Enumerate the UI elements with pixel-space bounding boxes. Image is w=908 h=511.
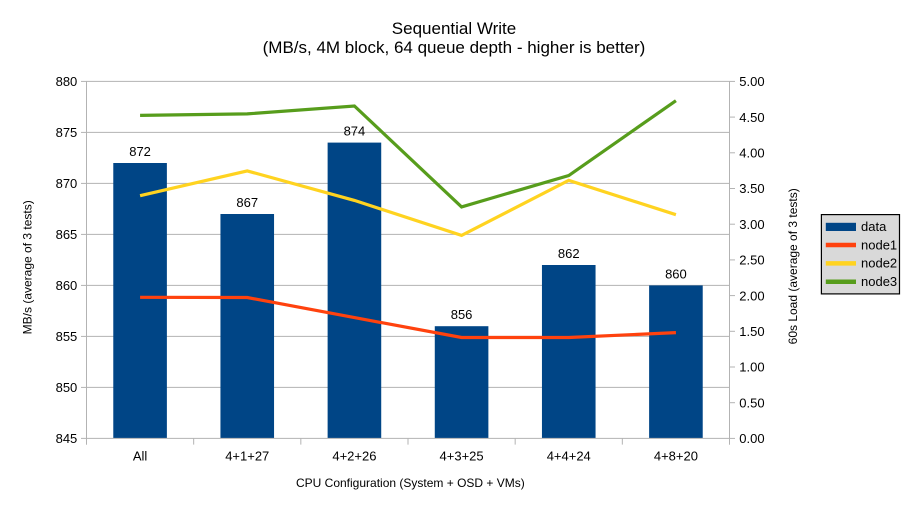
- svg-text:1.00: 1.00: [739, 360, 764, 375]
- svg-text:5.00: 5.00: [739, 74, 764, 89]
- svg-text:node3: node3: [861, 274, 897, 289]
- svg-text:CPU Configuration (System + OS: CPU Configuration (System + OSD + VMs): [296, 476, 525, 490]
- svg-text:870: 870: [56, 176, 78, 191]
- svg-text:874: 874: [344, 124, 366, 139]
- svg-text:860: 860: [56, 278, 78, 293]
- svg-text:0.50: 0.50: [739, 395, 764, 410]
- svg-text:3.00: 3.00: [739, 217, 764, 232]
- svg-text:865: 865: [56, 227, 78, 242]
- svg-text:data: data: [861, 219, 887, 234]
- svg-text:Sequential Write: Sequential Write: [392, 19, 516, 38]
- svg-text:4+3+25: 4+3+25: [440, 448, 484, 463]
- svg-text:60s Load (average of 3 tests): 60s Load (average of 3 tests): [786, 188, 800, 344]
- svg-text:855: 855: [56, 329, 78, 344]
- svg-text:2.50: 2.50: [739, 253, 764, 268]
- svg-text:872: 872: [129, 144, 151, 159]
- svg-text:4+4+24: 4+4+24: [547, 448, 591, 463]
- svg-text:2.00: 2.00: [739, 288, 764, 303]
- svg-text:MB/s (average of 3 tests): MB/s (average of 3 tests): [21, 200, 35, 334]
- svg-text:875: 875: [56, 125, 78, 140]
- svg-text:845: 845: [56, 431, 78, 446]
- svg-text:All: All: [133, 448, 148, 463]
- svg-text:880: 880: [56, 74, 78, 89]
- svg-text:850: 850: [56, 380, 78, 395]
- svg-text:860: 860: [665, 266, 687, 281]
- svg-text:856: 856: [451, 307, 473, 322]
- svg-text:4+2+26: 4+2+26: [332, 448, 376, 463]
- svg-text:4+1+27: 4+1+27: [225, 448, 269, 463]
- svg-text:4+8+20: 4+8+20: [654, 448, 698, 463]
- svg-text:4.50: 4.50: [739, 110, 764, 125]
- svg-text:4.00: 4.00: [739, 146, 764, 161]
- svg-text:862: 862: [558, 246, 580, 261]
- svg-text:node1: node1: [861, 237, 897, 252]
- svg-text:0.00: 0.00: [739, 431, 764, 446]
- svg-text:node2: node2: [861, 256, 897, 271]
- svg-text:867: 867: [236, 195, 258, 210]
- svg-text:(MB/s, 4M block, 64 queue dept: (MB/s, 4M block, 64 queue depth - higher…: [263, 38, 646, 57]
- svg-text:1.50: 1.50: [739, 324, 764, 339]
- svg-text:3.50: 3.50: [739, 181, 764, 196]
